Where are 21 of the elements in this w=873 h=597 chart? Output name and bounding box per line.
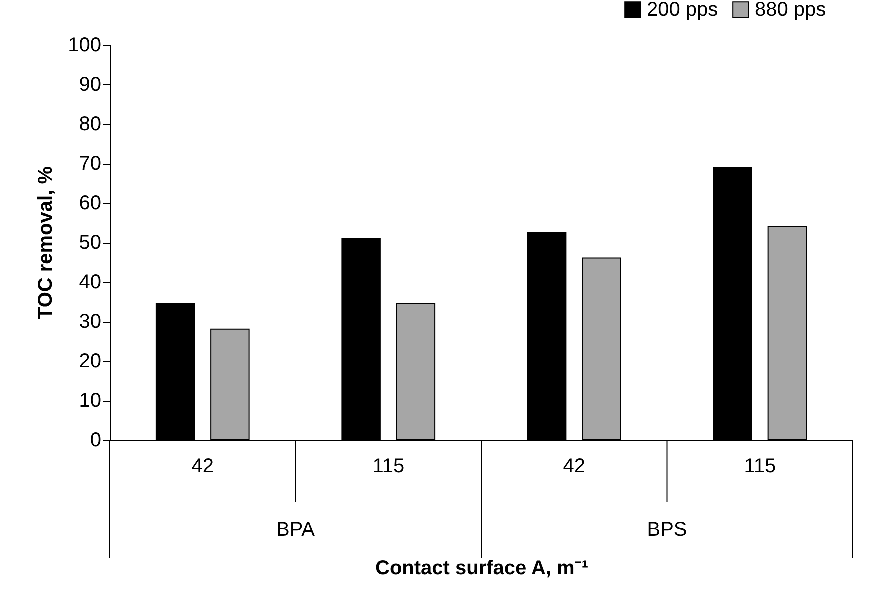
legend-label: 200 pps [647,0,718,21]
y-tick-label: 50 [79,232,102,254]
text: BPS [647,519,688,541]
y-tick-label: 60 [79,192,102,214]
y-tick-label: 80 [79,114,102,136]
y-tick-label: 20 [79,350,102,372]
text: BPA [276,519,316,541]
x-tick-label: 42 [192,456,214,478]
y-tick-label: 0 [90,430,102,452]
y-tick-label: 40 [79,272,102,294]
y-tick-label: 10 [79,390,102,412]
y-tick-label: 30 [79,311,102,333]
y-tick-label: 100 [68,34,102,56]
y-axis-title: TOC removal, % [35,166,58,320]
legend-label: 880 pps [755,0,826,21]
x-tick-label: 115 [372,456,405,478]
y-tick-label: 70 [79,153,102,175]
x-axis-title: Contact surface A, m⁻¹ [376,558,589,580]
x-tick-label: 42 [563,456,586,478]
y-tick-label: 90 [79,74,102,96]
x-tick-label: 115 [744,456,776,478]
